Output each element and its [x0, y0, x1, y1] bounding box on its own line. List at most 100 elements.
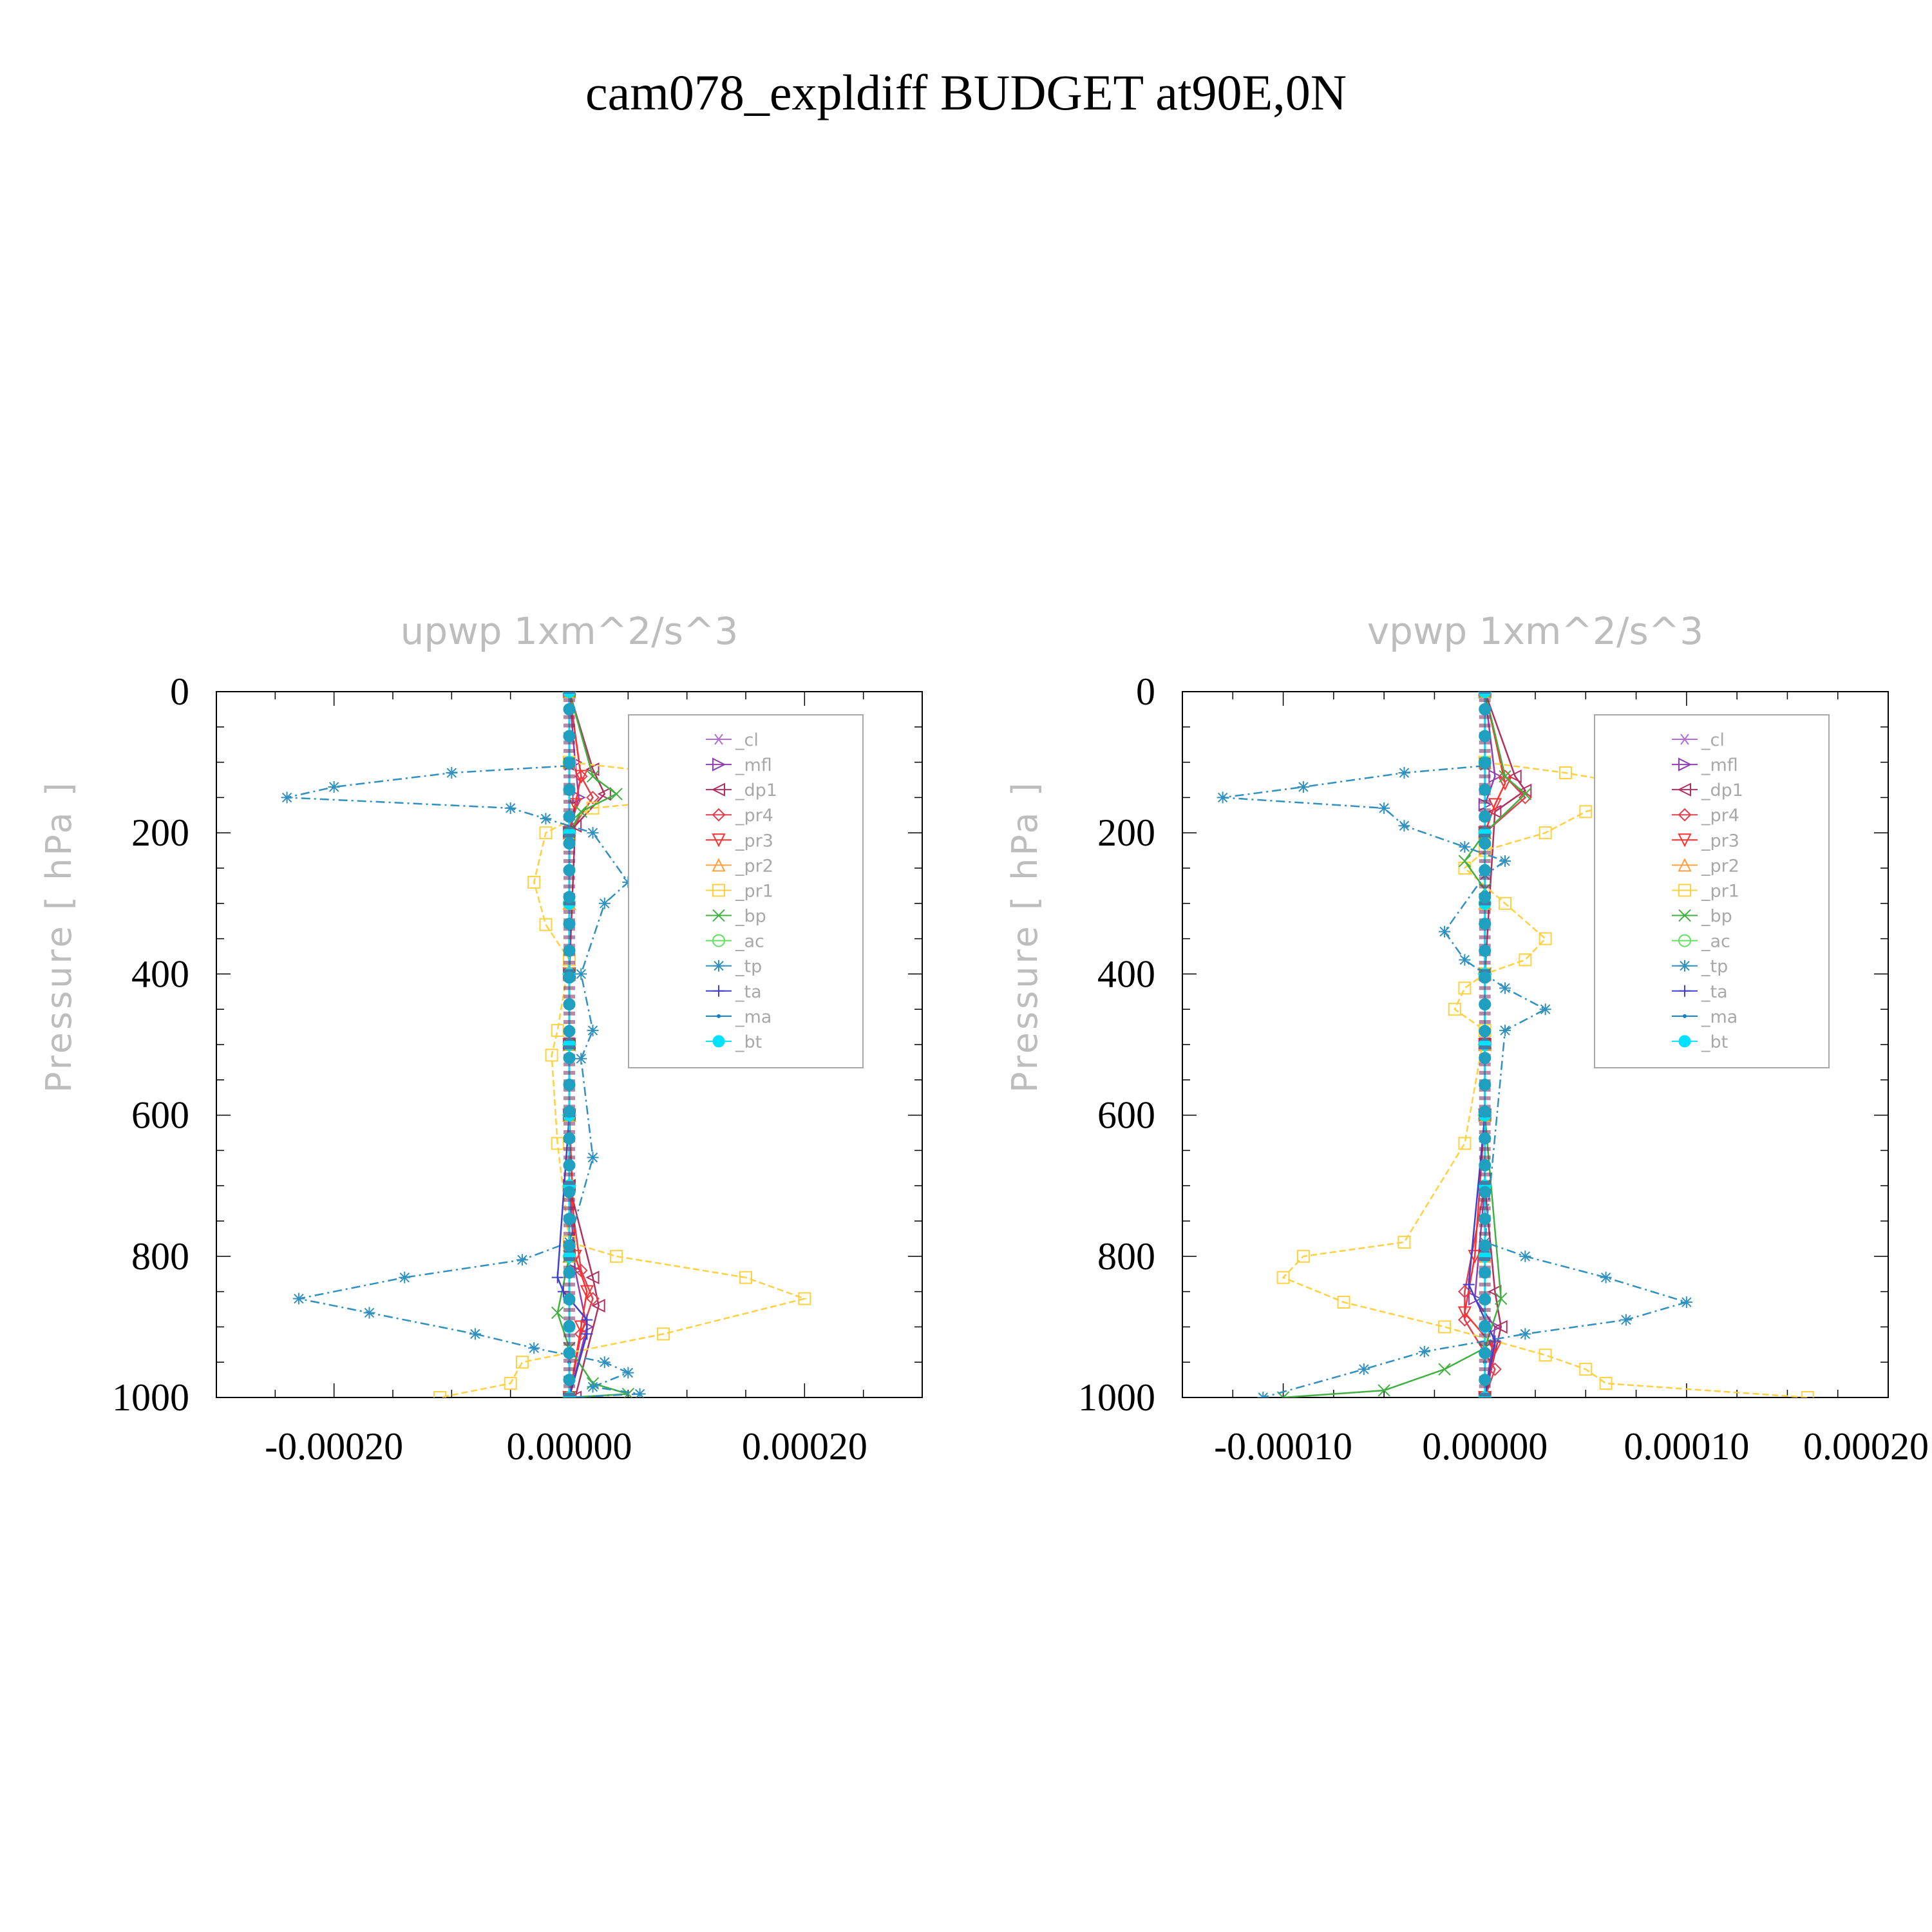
- zero-level-marker: [564, 1155, 575, 1160]
- legend-label: _bp: [1701, 907, 1732, 927]
- legend-marker: [712, 909, 725, 922]
- legend-marker: [1678, 808, 1692, 822]
- data-point-tp: [598, 1356, 611, 1368]
- series-group: [281, 692, 811, 1397]
- zero-level-marker: [1479, 1308, 1491, 1312]
- zero-level-marker: [1479, 1257, 1491, 1262]
- zero-level-marker: [564, 1070, 575, 1075]
- zero-level-marker: [564, 859, 575, 864]
- data-point-pr1: [433, 1391, 447, 1397]
- data-point-pr1: [1539, 1349, 1552, 1362]
- data-point-dp1: [585, 1271, 600, 1285]
- zero-level-bt-point: [1479, 1213, 1492, 1226]
- zero-level-bt-point: [563, 1320, 576, 1332]
- data-point-pr3: [1457, 1306, 1472, 1320]
- legend-marker: [712, 1035, 725, 1048]
- zero-level-marker: [564, 1392, 575, 1397]
- zero-level-bt-point: [563, 1159, 576, 1171]
- series-line-pr1: [1282, 761, 1808, 1397]
- legend-label: _cl: [1701, 730, 1725, 750]
- zero-level-marker: [564, 1384, 575, 1388]
- zero-level-marker: [1479, 808, 1491, 813]
- data-point-pr1: [657, 1327, 670, 1341]
- data-point-pr1: [1599, 1377, 1613, 1390]
- zero-level-marker: [1479, 1037, 1491, 1041]
- legend-marker: [711, 782, 725, 797]
- zero-level-bt-point: [563, 971, 576, 984]
- zero-level-marker: [564, 986, 575, 990]
- data-point-tp: [469, 1328, 481, 1340]
- data-point-pr1: [1337, 1296, 1350, 1309]
- data-point-pr1: [798, 1292, 811, 1305]
- data-point-pr1: [539, 826, 553, 840]
- zero-level-bt-point: [563, 1132, 576, 1145]
- data-point-tp: [1620, 1314, 1632, 1326]
- data-point-dp1: [597, 787, 611, 801]
- zero-level-marker: [564, 1062, 575, 1066]
- upwp-panel: upwp 1xm^2/s^3 Pressure [ hPa ] 0 200 400 600…: [39, 609, 923, 1468]
- legend-marker: [1677, 782, 1691, 797]
- zero-level-marker: [1479, 986, 1491, 990]
- legend-label: _ma: [1701, 1007, 1738, 1027]
- zero-level-marker: [564, 799, 575, 804]
- zero-level-bt-point: [563, 1293, 576, 1306]
- zero-level-bt-point: [563, 837, 576, 850]
- zero-level-marker: [1479, 1045, 1491, 1050]
- data-point-pr1: [1438, 1320, 1452, 1334]
- legend-label: _bt: [1701, 1032, 1728, 1052]
- zero-level-marker: [564, 1172, 575, 1177]
- y-tick-label: 1000: [112, 1376, 189, 1419]
- legend-marker: [717, 1014, 721, 1018]
- data-point-tp: [587, 827, 599, 839]
- legend-marker: [1678, 884, 1691, 897]
- data-point-tp: [1499, 982, 1511, 994]
- data-point-tp: [1378, 802, 1390, 814]
- legend-marker: [712, 884, 725, 897]
- legend-label: _mfl: [1701, 755, 1738, 775]
- zero-level-marker: [1479, 1206, 1491, 1211]
- zero-level-bt-point: [1479, 1320, 1492, 1332]
- data-point-tp: [634, 1388, 646, 1397]
- zero-level-marker: [564, 715, 575, 719]
- zero-level-bt-point: [563, 1078, 576, 1091]
- x-tick-label: -0.00010: [1214, 1425, 1352, 1468]
- zero-column-markers: [1479, 692, 1492, 1397]
- zero-level-bt-point: [1479, 837, 1492, 850]
- zero-level-bt-point: [563, 1186, 576, 1198]
- legend-box: [628, 714, 864, 1068]
- data-point-tp: [622, 1367, 634, 1379]
- zero-level-bt-point: [563, 1374, 576, 1387]
- y-tick-label: 200: [131, 811, 189, 854]
- zero-level-bt-point: [1479, 971, 1492, 984]
- data-point-pr1: [1276, 1271, 1290, 1284]
- zero-level-marker: [564, 808, 575, 813]
- data-point-pr3: [568, 798, 582, 812]
- data-point-tp: [587, 1151, 599, 1164]
- zero-level-marker: [564, 833, 575, 838]
- data-point-dp1: [1493, 1320, 1508, 1334]
- zero-level-bt-point: [1479, 1293, 1492, 1306]
- zero-level-marker: [564, 774, 575, 779]
- data-point-pr1: [1448, 1003, 1461, 1016]
- data-point-bp: [1519, 788, 1532, 800]
- zero-level-bt-point: [1479, 1374, 1492, 1387]
- legend-label: _tp: [735, 957, 762, 977]
- zero-level-bt-point: [1479, 1052, 1492, 1065]
- data-point-pr1: [610, 1249, 623, 1263]
- data-point-tp: [1398, 820, 1410, 832]
- zero-level-bt-point: [1479, 1239, 1492, 1252]
- data-point-tp: [281, 791, 293, 804]
- data-point-tp: [1519, 1328, 1531, 1340]
- zero-level-marker: [564, 994, 575, 999]
- data-point-pr1: [1499, 896, 1512, 910]
- data-point-pr1: [1558, 766, 1572, 780]
- data-point-bp: [1378, 1384, 1390, 1397]
- zero-level-marker: [564, 1045, 575, 1050]
- zero-level-marker: [564, 876, 575, 880]
- zero-level-bt-point: [563, 1239, 576, 1252]
- legend-label: _pr2: [735, 856, 773, 876]
- data-point-tp: [516, 1254, 528, 1266]
- series-line-pr1: [439, 761, 808, 1397]
- zero-level-marker: [1479, 901, 1491, 905]
